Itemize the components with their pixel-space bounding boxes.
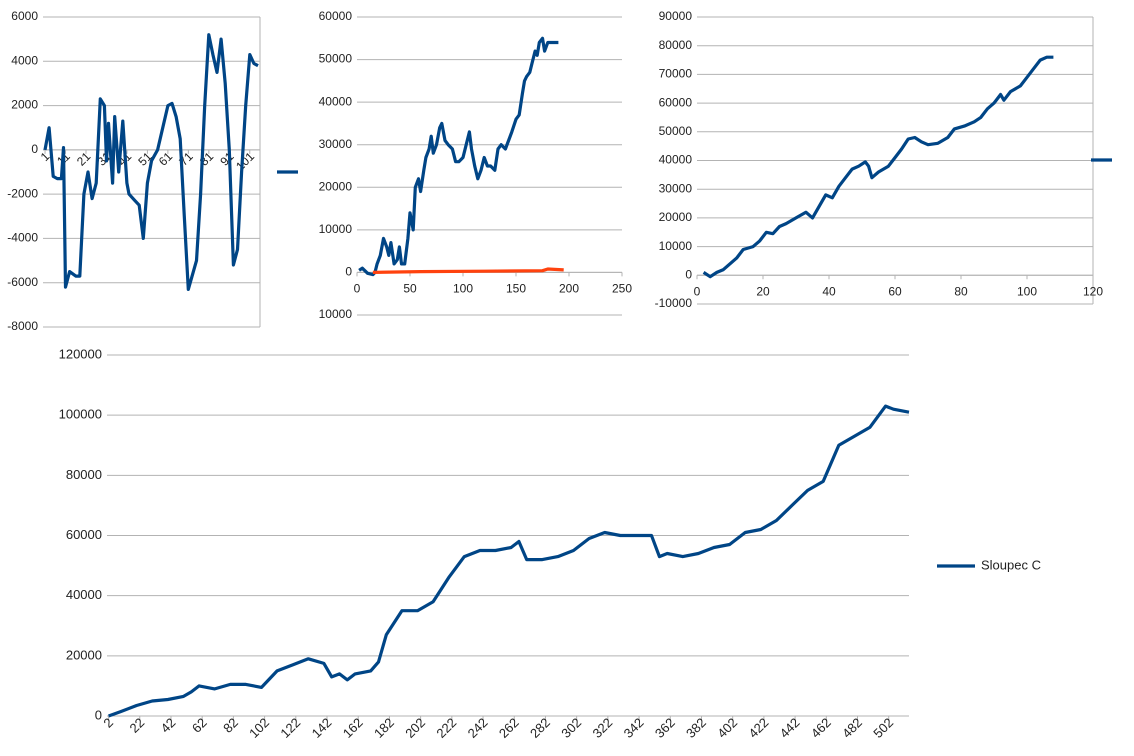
x-tick-label: 82	[220, 715, 241, 736]
x-tick-label: 402	[714, 715, 740, 741]
x-tick-label: 101	[233, 149, 257, 173]
x-tick-label: 60	[888, 284, 902, 298]
x-tick-label: 100	[1017, 284, 1037, 298]
x-tick-label: 282	[527, 715, 553, 741]
y-tick-label: 0	[345, 265, 352, 279]
data-line	[358, 36, 559, 277]
legend-label: Sloupec C	[981, 557, 1041, 572]
x-tick-label: 62	[189, 715, 210, 736]
x-tick-label: 382	[683, 715, 709, 741]
y-tick-label: 50000	[319, 52, 353, 66]
y-tick-label: 2000	[11, 98, 38, 112]
y-tick-label: -10000	[655, 296, 693, 310]
x-tick-label: 61	[156, 149, 176, 169]
y-tick-label: 30000	[319, 137, 353, 151]
y-tick-label: 20000	[66, 647, 102, 662]
y-tick-label: 30000	[659, 181, 693, 195]
x-tick-label: 50	[403, 282, 417, 296]
y-tick-label: 6000	[11, 9, 38, 23]
y-tick-label: 10000	[319, 222, 353, 236]
y-tick-label: 10000	[319, 307, 353, 321]
data-line	[702, 55, 1054, 279]
y-tick-label: 60000	[66, 527, 102, 542]
x-tick-label: 462	[808, 715, 834, 741]
x-tick-label: 362	[652, 715, 678, 741]
y-tick-label: 40000	[659, 153, 693, 167]
x-tick-label: 42	[158, 715, 179, 736]
y-tick-label: 80000	[659, 38, 693, 52]
y-tick-label: 0	[31, 142, 38, 156]
x-tick-label: 0	[354, 282, 361, 296]
y-tick-label: 70000	[659, 67, 693, 81]
y-tick-label: 100000	[59, 407, 102, 422]
x-tick-label: 322	[589, 715, 615, 741]
x-tick-label: 120	[1083, 284, 1103, 298]
x-tick-label: 502	[870, 715, 896, 741]
y-tick-label: 40000	[66, 587, 102, 602]
y-tick-label: 10000	[659, 239, 693, 253]
y-tick-label: 0	[95, 707, 102, 722]
x-tick-label: 40	[822, 284, 836, 298]
x-tick-label: 150	[506, 282, 526, 296]
y-tick-label: 90000	[659, 9, 693, 23]
x-tick-label: 202	[402, 715, 428, 741]
x-tick-label: 0	[694, 284, 701, 298]
data-line	[372, 267, 564, 274]
x-tick-label: 100	[453, 282, 473, 296]
y-tick-label: 60000	[319, 9, 353, 23]
y-tick-label: -8000	[7, 319, 38, 333]
y-tick-label: 0	[685, 267, 692, 281]
y-tick-label: -6000	[7, 275, 38, 289]
y-tick-label: 50000	[659, 124, 693, 138]
x-tick-label: 80	[954, 284, 968, 298]
x-tick-label: 442	[777, 715, 803, 741]
x-tick-label: 200	[559, 282, 579, 296]
x-tick-label: 250	[612, 282, 632, 296]
x-tick-label: 22	[126, 715, 147, 736]
y-tick-label: 20000	[659, 210, 693, 224]
y-tick-label: 40000	[319, 94, 353, 108]
x-tick-label: 21	[74, 149, 94, 169]
x-tick-label: 182	[371, 715, 397, 741]
y-tick-label: 80000	[66, 467, 102, 482]
x-tick-label: 142	[309, 715, 335, 741]
x-tick-label: 222	[433, 715, 459, 741]
x-tick-label: 422	[745, 715, 771, 741]
x-tick-label: 342	[621, 715, 647, 741]
x-tick-label: 122	[277, 715, 303, 741]
y-tick-label: 60000	[659, 95, 693, 109]
y-tick-label: 20000	[319, 179, 353, 193]
x-tick-label: 482	[839, 715, 865, 741]
y-tick-label: 4000	[11, 53, 38, 67]
x-tick-label: 262	[496, 715, 522, 741]
data-line	[108, 404, 910, 718]
y-tick-label: 120000	[59, 346, 102, 361]
x-tick-label: 20	[756, 284, 770, 298]
x-tick-label: 102	[246, 715, 272, 741]
chart: -100000100002000030000400005000060000700…	[655, 9, 1112, 310]
x-tick-label: 242	[465, 715, 491, 741]
x-tick-label: 81	[197, 149, 217, 169]
y-tick-label: -4000	[7, 231, 38, 245]
x-tick-label: 302	[558, 715, 584, 741]
y-tick-label: -2000	[7, 186, 38, 200]
x-tick-label: 162	[340, 715, 366, 741]
data-line	[43, 33, 259, 291]
